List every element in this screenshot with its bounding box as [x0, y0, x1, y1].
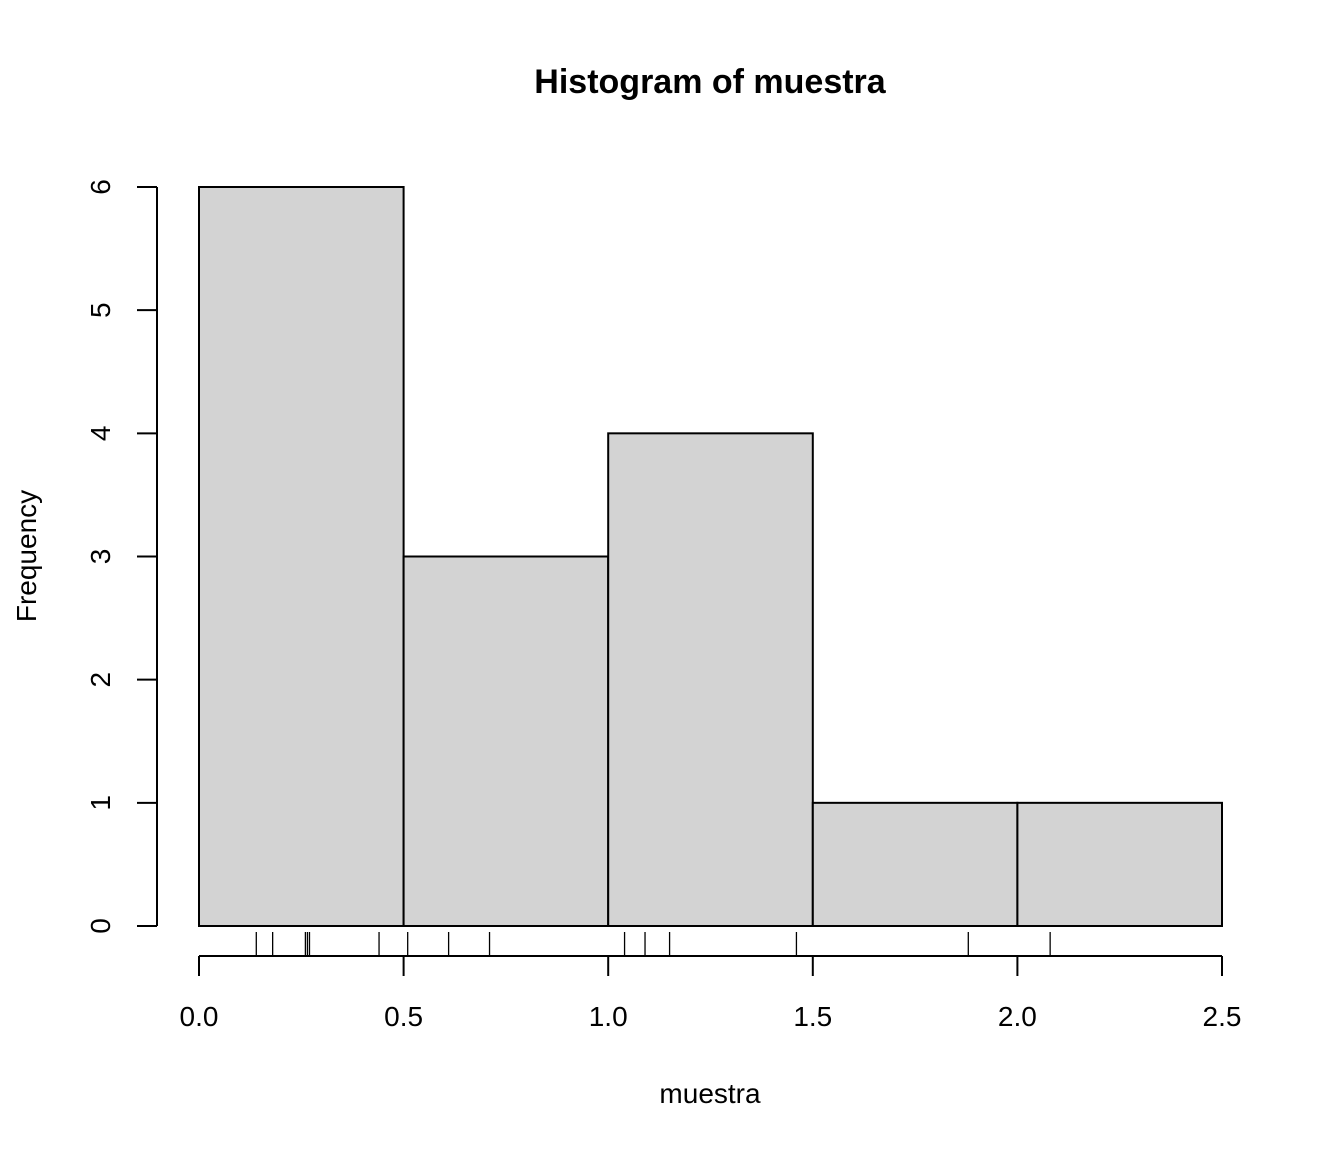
x-tick-label-1: 0.5: [384, 1001, 423, 1032]
bar-3: [811, 801, 1019, 927]
bar-1: [402, 555, 610, 927]
y-axis: 0 1 2 3 4 5 6: [85, 179, 158, 934]
x-tick-label-0: 0.0: [180, 1001, 219, 1032]
x-tick-label-5: 2.5: [1203, 1001, 1242, 1032]
x-axis: 0.0 0.5 1.0 1.5 2.0 2.5: [180, 955, 1242, 1032]
x-axis-label: muestra: [659, 1078, 761, 1109]
chart-title: Histogram of muestra: [534, 63, 886, 101]
y-tick-label-5: 5: [85, 302, 116, 318]
y-axis-label: Frequency: [11, 490, 42, 622]
x-tick-label-3: 1.5: [793, 1001, 832, 1032]
y-tick-label-1: 1: [85, 795, 116, 811]
x-tick-label-4: 2.0: [998, 1001, 1037, 1032]
bars-group: [198, 186, 1224, 927]
y-tick-label-2: 2: [85, 672, 116, 688]
bar-2: [607, 432, 814, 927]
y-tick-label-0: 0: [85, 918, 116, 934]
bar-0: [198, 186, 405, 927]
bar-4: [1016, 801, 1224, 927]
y-tick-label-3: 3: [85, 549, 116, 565]
y-tick-label-6: 6: [85, 179, 116, 195]
rug-group: [255, 932, 1051, 956]
x-tick-label-2: 1.0: [589, 1001, 628, 1032]
y-tick-label-4: 4: [85, 426, 116, 442]
